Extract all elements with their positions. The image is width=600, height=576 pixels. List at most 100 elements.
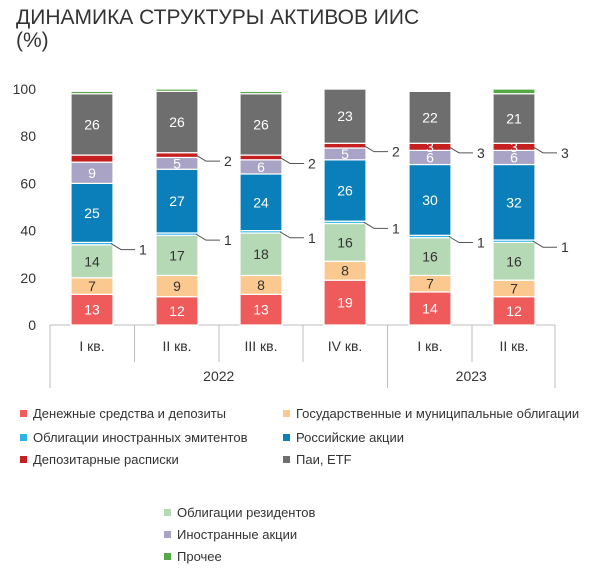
y-tick-label: 20 (20, 270, 36, 286)
year-label: 2022 (203, 368, 234, 384)
bar-segment (323, 159, 367, 222)
y-tick-label: 80 (20, 128, 36, 144)
leader-line (195, 154, 220, 162)
bar-segment (239, 90, 283, 95)
data-label: 7 (510, 280, 518, 296)
data-label: 26 (337, 182, 353, 198)
bar-segment (70, 154, 114, 163)
legend-label: Депозитарные расписки (33, 452, 179, 467)
data-label: 14 (422, 300, 438, 316)
data-label: 17 (169, 247, 185, 263)
bar-segment (155, 168, 199, 234)
legend-swatch (20, 434, 27, 441)
data-label: 3 (510, 139, 518, 155)
bar-segment (323, 222, 367, 262)
data-label: 16 (422, 249, 438, 265)
data-label: 1 (308, 230, 316, 246)
data-label: 1 (477, 235, 485, 251)
data-label: 13 (84, 302, 100, 318)
bar-segment (408, 237, 452, 277)
x-tick-label: IV кв. (328, 338, 363, 354)
y-tick-label: 60 (20, 175, 36, 191)
legend-label: Денежные средства и депозиты (33, 406, 227, 421)
data-label: 16 (337, 234, 353, 250)
leader-line (110, 243, 135, 251)
data-label: 21 (506, 111, 522, 127)
legend-label: Паи, ETF (296, 452, 352, 467)
legend-label: Облигации иностранных эмитентов (33, 430, 248, 445)
legend-item: Российские акции (283, 430, 404, 445)
leader-line (195, 233, 220, 241)
bar-segment (408, 163, 452, 236)
data-label: 26 (84, 116, 100, 132)
data-label: 2 (308, 155, 316, 171)
legend-item: Государственные и муниципальные облигаци… (283, 406, 579, 421)
data-label: 12 (506, 303, 522, 319)
leader-line (363, 145, 388, 153)
data-label: 3 (561, 145, 569, 161)
data-label: 25 (84, 205, 100, 221)
data-label: 23 (337, 108, 353, 124)
bar-segment (492, 163, 536, 241)
data-label: 7 (426, 276, 434, 292)
data-label: 27 (169, 193, 185, 209)
chart-title-line-1: ДИНАМИКА СТРУКТУРЫ АКТИВОВ ИИС (16, 6, 420, 29)
data-label: 9 (173, 278, 181, 294)
legend-swatch (283, 456, 290, 463)
bar-segment (155, 296, 199, 326)
data-label: 26 (169, 114, 185, 130)
data-label: 5 (341, 146, 349, 162)
data-label: 13 (253, 302, 269, 318)
bar-segment (492, 88, 536, 95)
legend-item: Иностранные акции (164, 527, 297, 542)
legend-label: Облигации резидентов (177, 505, 316, 520)
leader-line (448, 236, 473, 243)
legend-swatch (164, 553, 171, 560)
leader-line (532, 240, 557, 248)
data-label: 1 (139, 242, 147, 258)
legend-label: Государственные и муниципальные облигаци… (296, 406, 580, 421)
bar-segment (155, 152, 199, 159)
data-label: 3 (426, 139, 434, 155)
data-label: 6 (510, 149, 518, 165)
data-label: 6 (426, 149, 434, 165)
x-tick-label: II кв. (499, 338, 528, 354)
data-label: 24 (253, 194, 269, 210)
data-label: 1 (392, 220, 400, 236)
data-label: 12 (169, 303, 185, 319)
data-label: 1 (561, 239, 569, 255)
data-label: 6 (257, 159, 265, 175)
bar-segment (408, 90, 452, 144)
leader-line (448, 146, 473, 154)
data-label: 16 (506, 253, 522, 269)
data-label: 8 (341, 263, 349, 279)
leader-line (279, 231, 304, 239)
data-label: 9 (88, 165, 96, 181)
chart-title: ДИНАМИКА СТРУКТУРЫ АКТИВОВ ИИС (%) (16, 6, 419, 52)
bar-segment (323, 87, 367, 90)
bar-segment (155, 90, 199, 154)
x-tick-label: II кв. (162, 338, 191, 354)
bar-segment (492, 93, 536, 144)
bar-segment (323, 279, 367, 326)
bar-segment (239, 173, 283, 232)
leader-line (279, 157, 304, 164)
data-label: 32 (506, 194, 522, 210)
legend-item: Облигации иностранных эмитентов (20, 430, 247, 445)
legend-swatch (164, 509, 171, 516)
bar-segment (70, 293, 114, 326)
legend-item: Облигации резидентов (164, 505, 315, 520)
legend-item: Прочее (164, 549, 222, 564)
bar-segment (239, 232, 283, 277)
legend-label: Иностранные акции (177, 527, 298, 542)
bar-segment (239, 93, 283, 156)
data-label: 2 (392, 144, 400, 160)
bar-segment (408, 291, 452, 326)
data-label: 22 (422, 109, 438, 125)
leader-line (363, 221, 388, 229)
year-label: 2023 (456, 368, 487, 384)
legend-swatch (283, 434, 290, 441)
data-label: 26 (253, 116, 269, 132)
data-label: 7 (88, 278, 96, 294)
